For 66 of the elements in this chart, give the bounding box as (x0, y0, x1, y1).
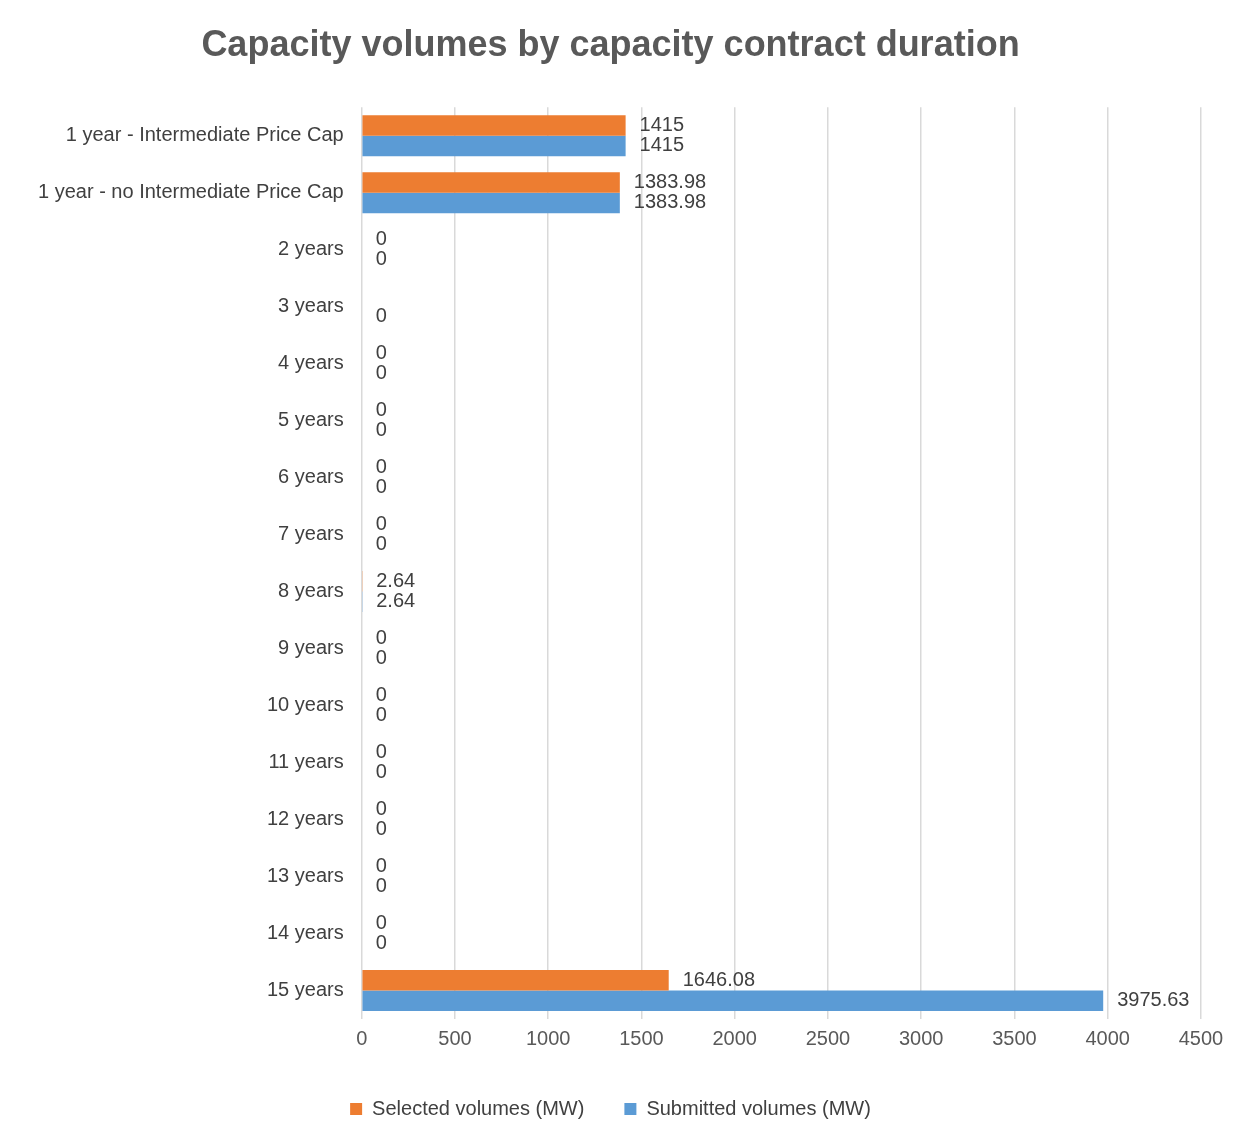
legend-label: Submitted volumes (MW) (646, 1096, 871, 1119)
data-label: 1383.98 (633, 190, 707, 213)
y-tick-label: 11 years (268, 750, 344, 773)
data-label: 0 (375, 796, 387, 819)
data-label: 0 (375, 931, 387, 954)
bar (362, 172, 620, 193)
y-tick-label: 4 years (278, 351, 344, 374)
bar (362, 135, 626, 157)
chart-title: Capacity volumes by capacity contract duration (201, 22, 1020, 64)
data-label: 2.64 (376, 589, 416, 612)
x-tick-label: 3000 (898, 1026, 944, 1049)
data-label: 1383.98 (633, 169, 707, 192)
data-label: 2.64 (376, 568, 416, 591)
data-label: 0 (375, 817, 387, 840)
y-tick-label: 14 years (266, 921, 344, 944)
data-label: 0 (375, 910, 387, 933)
data-label: 1415 (639, 133, 685, 156)
y-tick-label: 9 years (278, 636, 344, 659)
y-tick-label: 7 years (278, 522, 344, 545)
y-tick-label: 1 year - Intermediate Price Cap (65, 123, 344, 146)
y-tick-label: 15 years (266, 978, 344, 1001)
bar (362, 115, 626, 136)
data-label: 0 (375, 361, 387, 384)
data-label: 0 (375, 760, 387, 783)
y-tick-label: 10 years (266, 693, 344, 716)
x-tick-label: 1000 (525, 1026, 571, 1049)
data-label: 0 (375, 454, 387, 477)
data-label: 0 (375, 226, 387, 249)
data-label: 0 (375, 475, 387, 498)
data-label: 0 (375, 682, 387, 705)
y-tick-label: 6 years (278, 465, 344, 488)
data-label: 1646.08 (682, 967, 756, 990)
x-tick-label: 4500 (1178, 1026, 1224, 1049)
data-label: 0 (375, 853, 387, 876)
bar (362, 990, 1104, 1012)
x-tick-label: 3500 (992, 1026, 1037, 1049)
y-tick-label: 8 years (278, 579, 344, 602)
x-tick-label: 1500 (619, 1026, 664, 1049)
y-tick-label: 1 year - no Intermediate Price Cap (38, 180, 344, 203)
data-label: 0 (375, 703, 387, 726)
data-label: 0 (375, 646, 387, 669)
y-tick-label: 12 years (266, 807, 344, 830)
x-tick-label: 2000 (712, 1026, 757, 1049)
y-tick-label: 3 years (278, 294, 344, 317)
data-label: 0 (375, 625, 387, 648)
y-tick-label: 5 years (278, 408, 344, 431)
data-label: 0 (375, 340, 387, 363)
data-label: 0 (375, 304, 387, 327)
data-label: 0 (375, 247, 387, 270)
x-tick-label: 0 (356, 1026, 368, 1049)
legend-label: Selected volumes (MW) (372, 1096, 585, 1119)
x-tick-label: 2500 (805, 1026, 851, 1049)
data-label: 3975.63 (1117, 988, 1190, 1011)
y-tick-label: 13 years (266, 864, 344, 887)
data-label: 0 (375, 532, 387, 555)
data-label: 0 (375, 418, 387, 441)
data-label: 1415 (639, 112, 685, 135)
data-label: 0 (375, 397, 387, 420)
data-label: 0 (375, 874, 387, 897)
x-tick-label: 500 (438, 1026, 472, 1049)
bar (362, 969, 669, 991)
y-tick-label: 2 years (278, 237, 344, 260)
bar (362, 192, 620, 214)
data-label: 0 (375, 739, 387, 762)
x-tick-label: 4000 (1085, 1026, 1130, 1049)
data-label: 0 (375, 511, 387, 534)
